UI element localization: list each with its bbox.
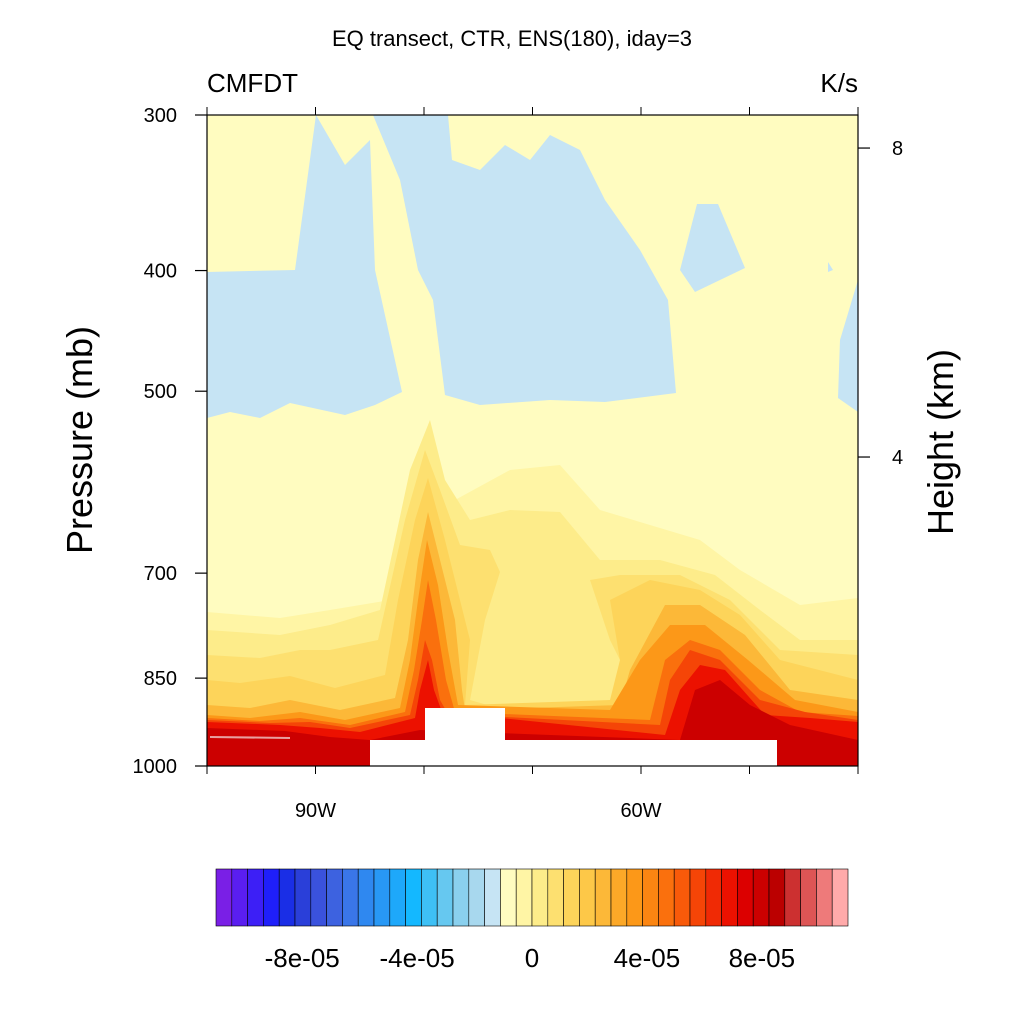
colorbar-swatch bbox=[610, 868, 628, 927]
colorbar-swatch bbox=[247, 868, 264, 927]
neg-region-upper-center bbox=[373, 115, 676, 405]
colorbar-swatch bbox=[752, 868, 770, 927]
colorbar-swatch bbox=[721, 868, 738, 927]
colorbar-swatch bbox=[689, 868, 707, 927]
colorbar-swatch bbox=[421, 868, 438, 927]
chart-title: EQ transect, CTR, ENS(180), iday=3 bbox=[332, 26, 692, 51]
colorbar-swatch bbox=[357, 868, 375, 927]
colorbar-swatch bbox=[484, 868, 501, 927]
colorbar-swatch bbox=[310, 868, 327, 927]
colorbar-swatch bbox=[468, 868, 485, 927]
colorbar-label: 8e-05 bbox=[729, 943, 796, 973]
colorbar-swatch bbox=[642, 868, 659, 927]
y2-tick-label: 8 bbox=[892, 138, 903, 160]
colorbar-swatch bbox=[658, 868, 675, 927]
neg-region-upper-right bbox=[680, 204, 745, 292]
y2-tick-label: 4 bbox=[892, 447, 903, 469]
y-tick-label: 400 bbox=[144, 261, 177, 283]
y-tick-label: 500 bbox=[144, 381, 177, 403]
neg-region-right-edge bbox=[838, 280, 858, 412]
left-field-label: CMFDT bbox=[207, 68, 298, 98]
colorbar-swatch bbox=[436, 868, 454, 927]
colorbar-swatch bbox=[563, 868, 580, 927]
y2-axis-title: Height (km) bbox=[920, 349, 961, 535]
colorbar-swatch bbox=[215, 868, 233, 927]
colorbar bbox=[215, 868, 849, 927]
y-tick-label: 300 bbox=[144, 105, 177, 127]
colorbar-swatch bbox=[547, 868, 564, 927]
x-tick-label: 90W bbox=[295, 800, 336, 822]
colorbar-label: -8e-05 bbox=[265, 943, 340, 973]
colorbar-swatch bbox=[405, 868, 422, 927]
contour-field bbox=[207, 115, 858, 766]
y-tick-label: 850 bbox=[144, 668, 177, 690]
colorbar-swatch bbox=[816, 868, 833, 927]
y-axis-title: Pressure (mb) bbox=[59, 326, 100, 554]
y-tick-label: 1000 bbox=[133, 756, 178, 778]
colorbar-swatch bbox=[500, 868, 517, 927]
colorbar-swatch bbox=[673, 868, 691, 927]
units-label: K/s bbox=[820, 68, 858, 98]
colorbar-swatch bbox=[515, 868, 533, 927]
colorbar-swatch bbox=[278, 868, 296, 927]
colorbar-swatch bbox=[294, 868, 312, 927]
neg-region-tiny bbox=[828, 262, 833, 272]
x-tick-label: 60W bbox=[620, 800, 661, 822]
colorbar-label: -4e-05 bbox=[380, 943, 455, 973]
colorbar-swatch bbox=[768, 868, 786, 927]
colorbar-swatch bbox=[579, 868, 596, 927]
colorbar-swatch bbox=[373, 868, 391, 927]
colorbar-swatch bbox=[784, 868, 801, 927]
colorbar-label: 0 bbox=[525, 943, 539, 973]
colorbar-swatch bbox=[263, 868, 280, 927]
longitude-axis: 90W 60W bbox=[206, 107, 859, 822]
colorbar-swatch bbox=[342, 868, 359, 927]
pos-streak bbox=[209, 736, 291, 739]
colorbar-swatch bbox=[737, 868, 754, 927]
colorbar-swatch bbox=[594, 868, 612, 927]
colorbar-labels: -8e-05 -4e-05 0 4e-05 8e-05 bbox=[265, 943, 795, 973]
pos-band-core bbox=[207, 730, 380, 766]
colorbar-swatch bbox=[531, 868, 549, 927]
neg-region-upper-left bbox=[207, 115, 402, 418]
height-axis: 84 bbox=[858, 138, 903, 469]
colorbar-swatch bbox=[705, 868, 722, 927]
colorbar-swatch bbox=[800, 868, 817, 927]
colorbar-swatch bbox=[326, 868, 343, 927]
colorbar-swatch bbox=[452, 868, 470, 927]
colorbar-swatch bbox=[831, 868, 849, 927]
colorbar-label: 4e-05 bbox=[614, 943, 681, 973]
pressure-axis: 300 400 500 700 850 1000 bbox=[133, 105, 207, 778]
missing-data-region bbox=[370, 708, 777, 766]
colorbar-swatch bbox=[231, 868, 248, 927]
colorbar-swatch bbox=[389, 868, 406, 927]
y-tick-label: 700 bbox=[144, 563, 177, 585]
colorbar-swatch bbox=[626, 868, 643, 927]
